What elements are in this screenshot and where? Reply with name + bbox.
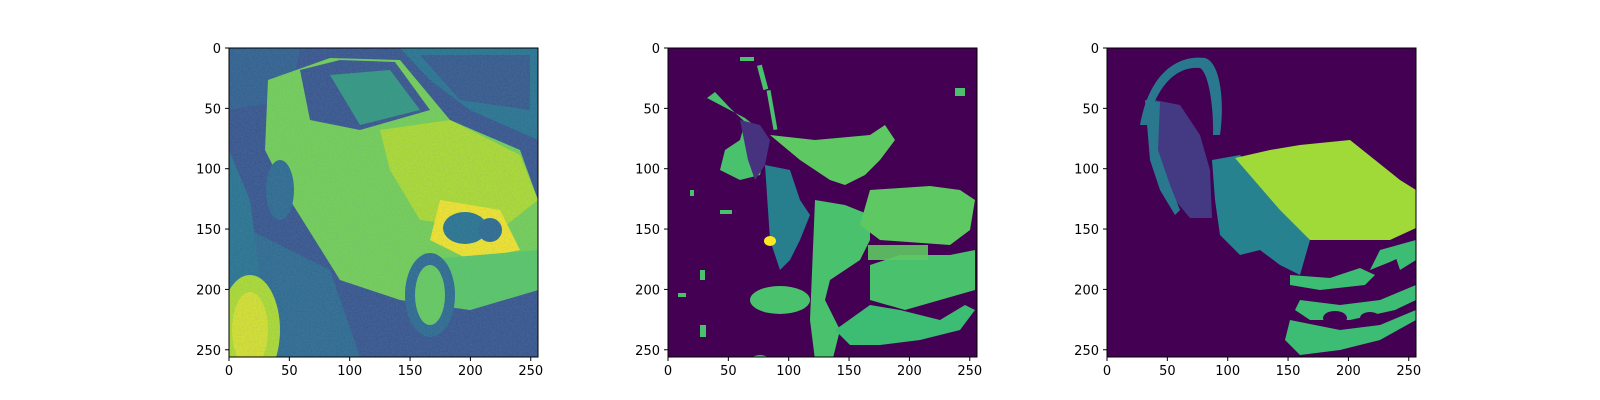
x-tick-label: 250 bbox=[518, 364, 543, 379]
x-tick-label: 0 bbox=[1103, 364, 1111, 379]
x-tick-label: 0 bbox=[664, 364, 672, 379]
y-tick-label: 250 bbox=[196, 344, 221, 359]
x-tick-label: 250 bbox=[1396, 364, 1421, 379]
y-tick-label: 0 bbox=[1091, 42, 1099, 57]
image-panel-grayscale: 0 50 100 150 200 250 0 50 100 150 200 250 bbox=[196, 42, 543, 379]
x-tick-label: 200 bbox=[1336, 364, 1361, 379]
axes-frame bbox=[667, 47, 978, 358]
y-tick-label: 200 bbox=[196, 283, 221, 298]
mask-raster bbox=[668, 48, 977, 357]
x-tick-label: 0 bbox=[225, 364, 233, 379]
y-tick-label: 100 bbox=[1074, 163, 1099, 178]
y-tick-label: 150 bbox=[1074, 223, 1099, 238]
y-axis: 0 50 100 150 200 250 bbox=[196, 42, 229, 359]
y-axis: 0 50 100 150 200 250 bbox=[635, 42, 668, 359]
y-tick-label: 0 bbox=[213, 42, 221, 57]
y-tick-label: 100 bbox=[196, 163, 221, 178]
y-tick-label: 0 bbox=[652, 42, 660, 57]
x-tick-label: 200 bbox=[458, 364, 483, 379]
x-tick-label: 100 bbox=[337, 364, 362, 379]
x-axis: 0 50 100 150 200 250 bbox=[664, 357, 982, 379]
x-axis: 0 50 100 150 200 250 bbox=[225, 357, 543, 379]
x-tick-label: 150 bbox=[398, 364, 423, 379]
y-tick-label: 250 bbox=[1074, 344, 1099, 359]
y-tick-label: 100 bbox=[635, 163, 660, 178]
x-axis: 0 50 100 150 200 250 bbox=[1103, 357, 1421, 379]
axes-frame bbox=[1106, 47, 1417, 358]
x-tick-label: 100 bbox=[776, 364, 801, 379]
x-tick-label: 150 bbox=[837, 364, 862, 379]
y-tick-label: 250 bbox=[635, 344, 660, 359]
y-tick-label: 200 bbox=[1074, 283, 1099, 298]
y-tick-label: 50 bbox=[1082, 102, 1099, 117]
image-panel-predicted-mask: 0 50 100 150 200 250 0 50 100 150 200 250 bbox=[635, 42, 982, 379]
axes-frame bbox=[228, 47, 539, 358]
x-tick-label: 100 bbox=[1215, 364, 1240, 379]
x-tick-label: 250 bbox=[957, 364, 982, 379]
y-tick-label: 50 bbox=[643, 102, 660, 117]
y-tick-label: 50 bbox=[204, 102, 221, 117]
x-tick-label: 200 bbox=[897, 364, 922, 379]
mask-raster bbox=[1107, 48, 1416, 357]
y-tick-label: 150 bbox=[635, 223, 660, 238]
x-tick-label: 50 bbox=[281, 364, 298, 379]
x-tick-label: 150 bbox=[1276, 364, 1301, 379]
x-tick-label: 50 bbox=[720, 364, 737, 379]
y-tick-label: 150 bbox=[196, 223, 221, 238]
y-axis: 0 50 100 150 200 250 bbox=[1074, 42, 1107, 359]
image-raster bbox=[229, 48, 538, 357]
image-panel-ground-truth-mask: 0 50 100 150 200 250 0 50 100 150 200 250 bbox=[1074, 42, 1421, 379]
y-tick-label: 200 bbox=[635, 283, 660, 298]
x-tick-label: 50 bbox=[1159, 364, 1176, 379]
